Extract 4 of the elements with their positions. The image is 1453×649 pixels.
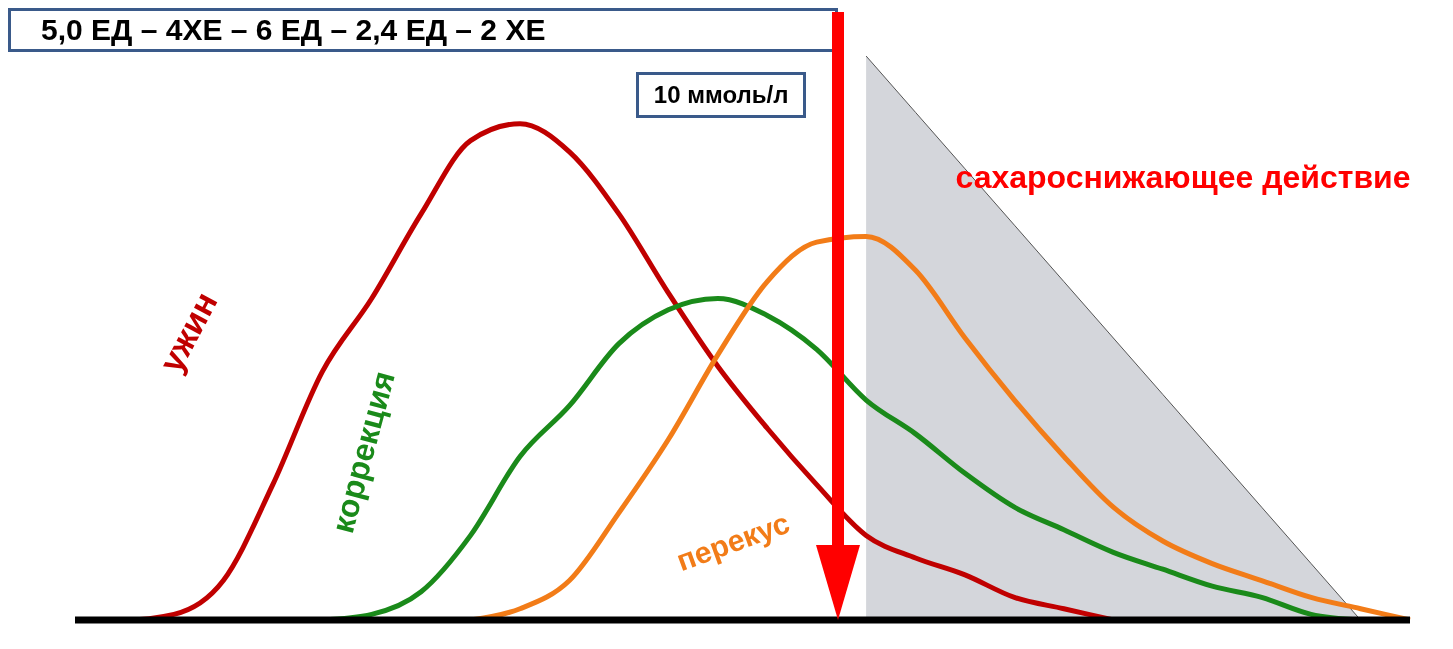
text: ужин <box>150 285 226 379</box>
chart-title: 5,0 ЕД – 4ХЕ – 6 ЕД – 2,4 ЕД – 2 ХЕ <box>8 8 838 52</box>
series-label: сахароснижающее действие <box>955 158 1411 196</box>
annotation: 10 ммоль/л <box>636 72 807 118</box>
